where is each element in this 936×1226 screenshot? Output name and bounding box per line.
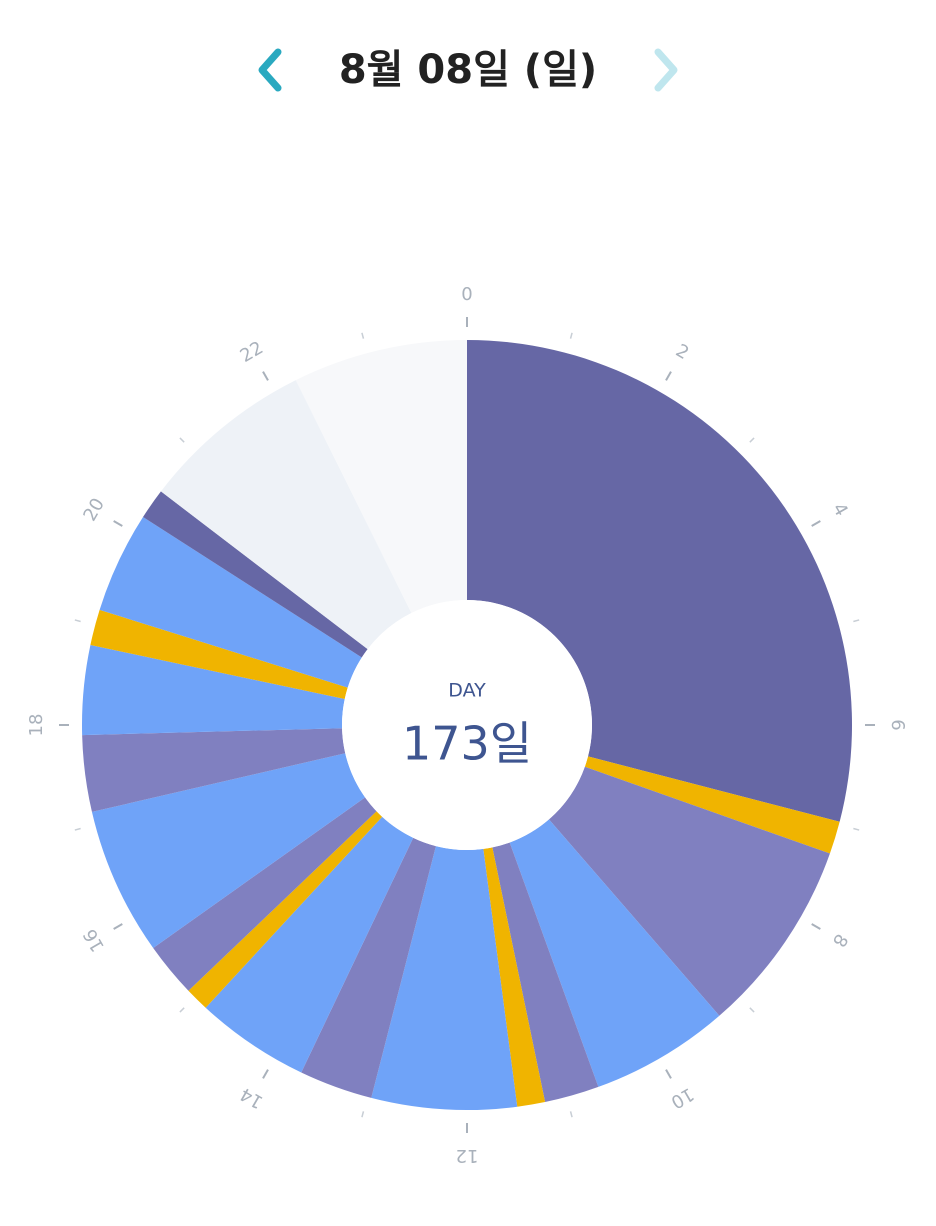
time-segment bbox=[90, 609, 348, 700]
center-disc bbox=[342, 600, 592, 850]
time-segment bbox=[153, 797, 377, 991]
hour-label: 12 bbox=[456, 1145, 479, 1166]
tick-mark bbox=[113, 923, 123, 930]
time-segment bbox=[99, 517, 362, 688]
time-segment bbox=[584, 756, 840, 854]
hour-label: 6 bbox=[887, 719, 908, 730]
hour-label: 16 bbox=[79, 925, 109, 955]
tick-mark bbox=[811, 923, 821, 930]
tick-mark bbox=[262, 1069, 269, 1079]
time-segment bbox=[160, 380, 412, 650]
time-segment bbox=[82, 728, 346, 812]
hour-label: 20 bbox=[79, 495, 109, 525]
clock-chart: 0 2 4 6 8 10 12 14 16 18 20 22 DAY 173일 bbox=[26, 284, 908, 1166]
tick-mark bbox=[665, 1069, 672, 1079]
minor-tick-mark bbox=[179, 1007, 185, 1013]
minor-tick-mark bbox=[569, 332, 573, 339]
tick-mark bbox=[113, 520, 123, 527]
time-segment bbox=[483, 847, 546, 1107]
minor-tick-mark bbox=[361, 1111, 365, 1118]
prev-button[interactable] bbox=[258, 48, 282, 92]
hour-label: 14 bbox=[237, 1083, 267, 1113]
minor-tick-mark bbox=[74, 827, 81, 831]
next-button[interactable] bbox=[654, 48, 678, 92]
center-value: 173일 bbox=[402, 717, 532, 771]
time-segment bbox=[492, 842, 599, 1103]
hour-label: 2 bbox=[672, 340, 692, 364]
minor-tick-mark bbox=[853, 827, 860, 831]
tick-mark bbox=[262, 371, 269, 381]
time-segment bbox=[205, 816, 414, 1073]
hour-label: 22 bbox=[237, 337, 267, 367]
minor-tick-mark bbox=[853, 619, 860, 623]
minor-tick-mark bbox=[361, 332, 365, 339]
hour-label: 18 bbox=[26, 714, 47, 737]
time-segment bbox=[548, 766, 830, 1016]
tick-mark bbox=[665, 371, 672, 381]
time-segment bbox=[82, 644, 345, 736]
time-segment bbox=[91, 753, 366, 949]
time-segment bbox=[188, 811, 383, 1008]
time-segment bbox=[371, 846, 518, 1111]
minor-tick-mark bbox=[749, 437, 755, 443]
time-segment bbox=[467, 340, 853, 822]
center-label: DAY bbox=[448, 680, 486, 702]
time-segment bbox=[143, 491, 368, 658]
hour-label: 10 bbox=[667, 1083, 697, 1113]
hour-label: 0 bbox=[461, 284, 472, 305]
minor-tick-mark bbox=[569, 1111, 573, 1118]
minor-tick-mark bbox=[179, 437, 185, 443]
time-segment bbox=[301, 837, 436, 1098]
minor-tick-mark bbox=[74, 619, 81, 623]
time-segment bbox=[509, 819, 720, 1087]
hour-label: 4 bbox=[828, 500, 852, 520]
time-segment bbox=[295, 340, 467, 614]
hour-label: 8 bbox=[828, 930, 852, 950]
date-title: 8월 08일 (일) bbox=[339, 47, 597, 93]
tick-mark bbox=[811, 520, 821, 527]
minor-tick-mark bbox=[749, 1007, 755, 1013]
